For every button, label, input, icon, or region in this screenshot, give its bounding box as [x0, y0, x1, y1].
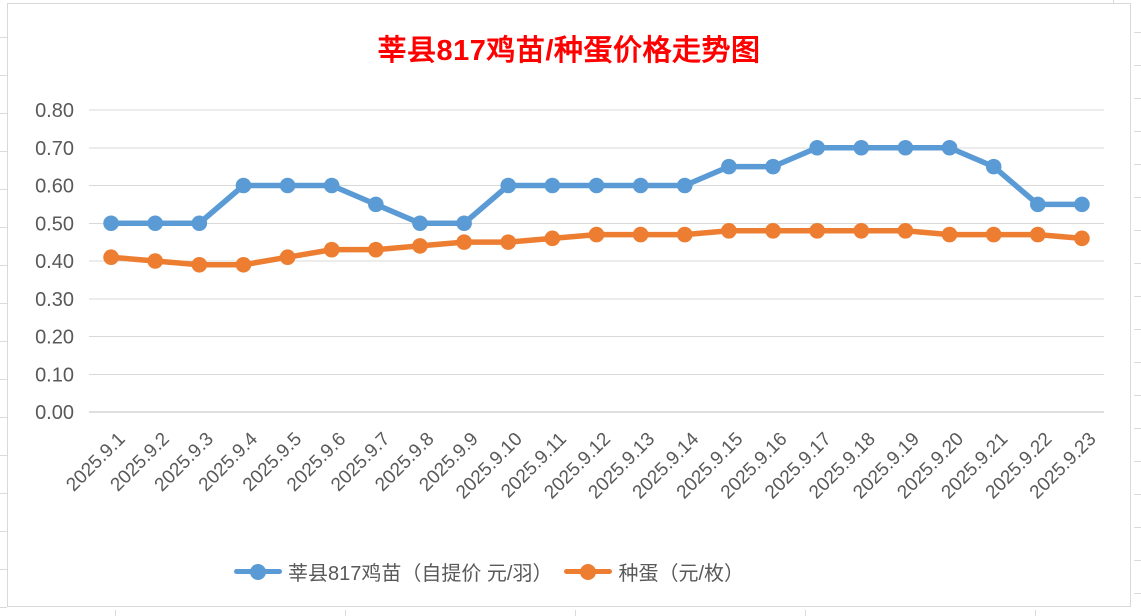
data-point-marker — [985, 226, 1002, 243]
y-tick-label: 0.50 — [35, 213, 74, 235]
data-point-marker — [941, 139, 958, 156]
y-tick-label: 0.40 — [35, 251, 74, 273]
data-point-marker — [1074, 230, 1090, 247]
data-point-marker — [279, 249, 296, 266]
data-point-marker — [103, 215, 119, 232]
y-tick-label: 0.70 — [35, 138, 74, 160]
data-point-marker — [985, 158, 1002, 175]
price-trend-plot: 0.00 0.10 0.20 0.30 0.40 0.50 0.60 0.70 0.80 2025… — [35, 100, 1104, 503]
data-point-marker — [368, 196, 384, 213]
data-point-marker — [721, 158, 737, 175]
data-point-marker — [1030, 226, 1046, 243]
line-with-dot-icon — [233, 563, 282, 581]
y-tick-label: 0.20 — [35, 327, 74, 349]
y-tick-label: 0.60 — [35, 176, 74, 198]
data-point-marker — [765, 223, 781, 239]
data-point-marker — [721, 223, 737, 239]
legend-label-egg-price: 种蛋（元/枚） — [618, 563, 745, 585]
data-point-marker — [191, 215, 208, 232]
sheet-gridline-stubs-right — [1134, 0, 1141, 616]
data-point-marker — [809, 139, 825, 156]
data-point-marker — [853, 139, 870, 156]
data-point-marker — [368, 241, 384, 258]
data-point-marker — [544, 230, 561, 247]
data-point-marker — [588, 226, 605, 243]
legend-item-chick-price: 莘县817鸡苗（自提价 元/羽） — [233, 557, 553, 586]
data-point-marker — [103, 249, 119, 266]
y-tick-label: 0.10 — [35, 364, 74, 386]
data-point-marker — [191, 256, 208, 273]
data-point-marker — [279, 177, 296, 194]
y-tick-label: 0.00 — [35, 402, 74, 424]
data-point-marker — [632, 177, 649, 194]
data-point-marker — [588, 177, 605, 194]
data-point-marker — [897, 139, 914, 156]
chart-frame[interactable]: 莘县817鸡苗/种蛋价格走势图 0.00 0.10 0.20 0.30 0.40 0.50… — [7, 3, 1131, 607]
data-point-marker — [676, 177, 693, 194]
data-point-marker — [676, 226, 693, 243]
data-point-marker — [412, 215, 428, 232]
data-point-marker — [632, 226, 649, 243]
y-tick-label: 0.30 — [35, 289, 74, 311]
data-point-marker — [323, 241, 340, 258]
x-axis-labels: 2025.9.12025.9.22025.9.32025.9.42025.9.5… — [62, 428, 1100, 503]
data-point-marker — [235, 256, 252, 273]
data-point-marker — [412, 238, 428, 254]
data-point-marker — [235, 177, 252, 194]
data-point-marker — [500, 177, 517, 194]
data-point-marker — [1074, 196, 1090, 213]
data-point-marker — [897, 223, 914, 239]
data-point-marker — [147, 253, 163, 269]
data-point-marker — [147, 215, 163, 232]
legend: 莘县817鸡苗（自提价 元/羽） 种蛋（元/枚） — [0, 557, 1050, 586]
sheet-gridline-stubs-left — [0, 0, 7, 616]
data-point-marker — [323, 177, 340, 194]
y-tick-label: 0.80 — [35, 100, 74, 122]
data-point-marker — [500, 234, 517, 250]
series-egg-price — [103, 223, 1090, 273]
legend-item-egg-price: 种蛋（元/枚） — [564, 557, 744, 586]
data-point-marker — [809, 223, 825, 239]
data-point-marker — [1030, 196, 1046, 213]
chart-title: 莘县817鸡苗/种蛋价格走势图 — [377, 35, 761, 67]
legend-label-chick-price: 莘县817鸡苗（自提价 元/羽） — [287, 563, 553, 585]
line-with-dot-icon — [564, 563, 613, 581]
y-axis-labels: 0.00 0.10 0.20 0.30 0.40 0.50 0.60 0.70 0.80 — [35, 100, 74, 424]
data-point-marker — [765, 158, 781, 175]
sheet-gridline-stubs-bottom — [115, 610, 1141, 616]
sheet-gridline-stub-top — [1113, 0, 1114, 3]
data-point-marker — [853, 223, 870, 239]
series-chick-price — [103, 139, 1090, 232]
data-point-marker — [941, 226, 958, 243]
data-point-marker — [456, 234, 472, 250]
data-point-marker — [456, 215, 472, 232]
data-point-marker — [544, 177, 561, 194]
